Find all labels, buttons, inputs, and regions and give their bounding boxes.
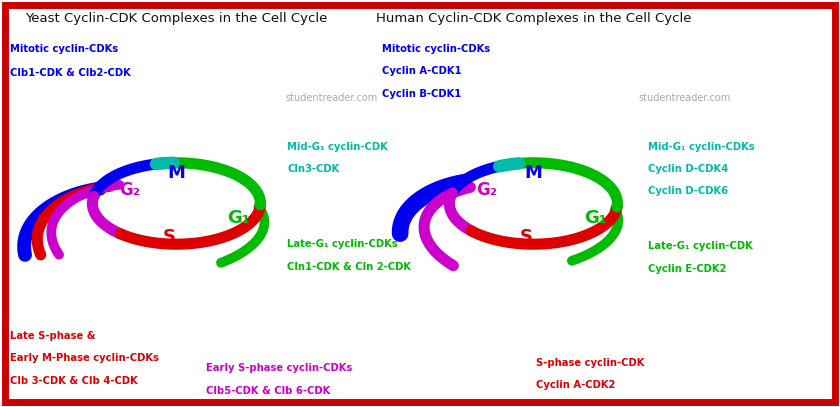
Text: Late-G₁ cyclin-CDKs: Late-G₁ cyclin-CDKs <box>287 239 398 249</box>
Text: G₁: G₁ <box>227 209 250 227</box>
Text: Early S-phase cyclin-CDKs: Early S-phase cyclin-CDKs <box>206 363 352 373</box>
Text: studentreader.com: studentreader.com <box>286 93 378 103</box>
Text: Clb1-CDK & Clb2-CDK: Clb1-CDK & Clb2-CDK <box>10 68 131 78</box>
Text: Early M-Phase cyclin-CDKs: Early M-Phase cyclin-CDKs <box>10 353 159 363</box>
Text: Mitotic cyclin-CDKs: Mitotic cyclin-CDKs <box>382 44 491 54</box>
Text: M: M <box>167 164 186 182</box>
Text: Human Cyclin-CDK Complexes in the Cell Cycle: Human Cyclin-CDK Complexes in the Cell C… <box>375 12 691 25</box>
Text: M: M <box>524 164 543 182</box>
Text: Mid-G₁ cyclin-CDKs: Mid-G₁ cyclin-CDKs <box>648 142 755 151</box>
Text: Cln3-CDK: Cln3-CDK <box>287 164 339 174</box>
Text: Clb 3-CDK & Clb 4-CDK: Clb 3-CDK & Clb 4-CDK <box>10 376 138 385</box>
Text: Late-G₁ cyclin-CDK: Late-G₁ cyclin-CDK <box>648 241 753 251</box>
Text: Cyclin B-CDK1: Cyclin B-CDK1 <box>382 89 461 98</box>
Text: G₁: G₁ <box>584 209 607 227</box>
Text: Cln1-CDK & Cln 2-CDK: Cln1-CDK & Cln 2-CDK <box>287 262 412 271</box>
Text: Late S-phase &: Late S-phase & <box>10 331 96 341</box>
Text: G₂: G₂ <box>119 182 139 199</box>
Text: S-phase cyclin-CDK: S-phase cyclin-CDK <box>536 358 644 368</box>
Text: G₂: G₂ <box>475 182 497 199</box>
Text: Yeast Cyclin-CDK Complexes in the Cell Cycle: Yeast Cyclin-CDK Complexes in the Cell C… <box>25 12 328 25</box>
Text: S: S <box>520 228 533 246</box>
Text: Clb5-CDK & Clb 6-CDK: Clb5-CDK & Clb 6-CDK <box>206 386 330 396</box>
Text: Cyclin D-CDK6: Cyclin D-CDK6 <box>648 186 728 196</box>
Text: Mid-G₁ cyclin-CDK: Mid-G₁ cyclin-CDK <box>287 142 388 151</box>
Text: Mitotic cyclin-CDKs: Mitotic cyclin-CDKs <box>10 44 118 54</box>
Text: Cyclin A-CDK2: Cyclin A-CDK2 <box>536 381 615 390</box>
Text: Cyclin E-CDK2: Cyclin E-CDK2 <box>648 264 727 274</box>
Text: Cyclin D-CDK4: Cyclin D-CDK4 <box>648 164 729 174</box>
Text: studentreader.com: studentreader.com <box>638 93 731 103</box>
Text: S: S <box>163 228 176 246</box>
Text: Cyclin A-CDK1: Cyclin A-CDK1 <box>382 66 462 76</box>
